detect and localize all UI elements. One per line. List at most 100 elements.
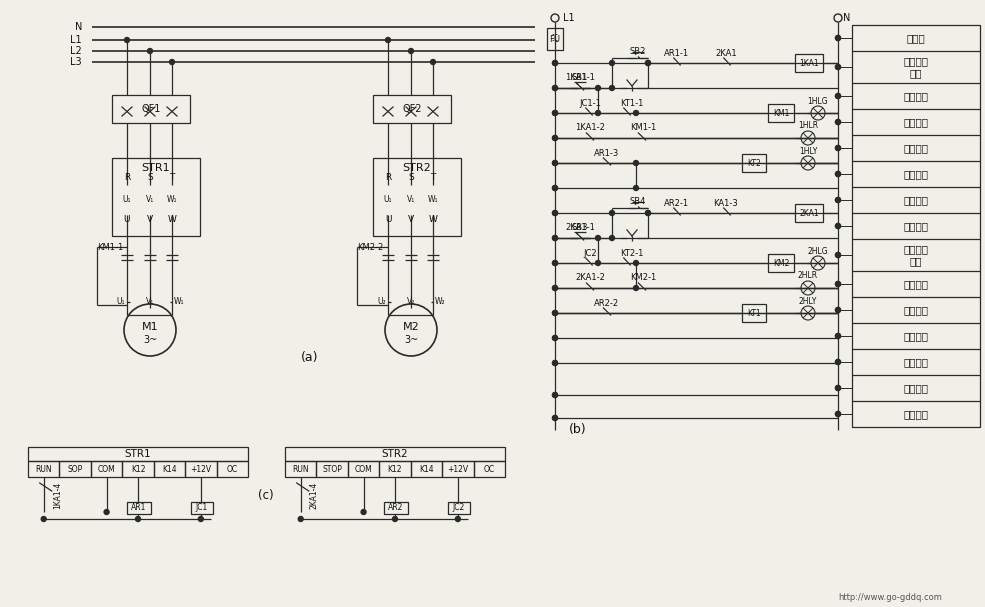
Text: U: U xyxy=(385,215,391,225)
Circle shape xyxy=(553,211,558,215)
Bar xyxy=(768,254,794,272)
Circle shape xyxy=(835,412,840,416)
Text: KT1: KT1 xyxy=(748,308,760,317)
Text: 软启动器
启动: 软启动器 启动 xyxy=(903,244,929,266)
Text: STOP: STOP xyxy=(322,464,342,473)
Bar xyxy=(547,28,563,50)
Circle shape xyxy=(835,253,840,257)
Text: SB1: SB1 xyxy=(572,73,588,83)
Circle shape xyxy=(553,416,558,421)
Text: STR1: STR1 xyxy=(125,449,152,459)
Bar xyxy=(373,95,451,123)
Text: 2KA1-4: 2KA1-4 xyxy=(309,481,319,509)
Bar xyxy=(59,461,91,477)
Circle shape xyxy=(41,517,46,521)
Circle shape xyxy=(553,416,558,421)
Text: S: S xyxy=(408,174,414,183)
Circle shape xyxy=(553,160,558,166)
Circle shape xyxy=(553,61,558,66)
Circle shape xyxy=(835,172,840,177)
Bar xyxy=(285,461,316,477)
Text: AR1-1: AR1-1 xyxy=(664,49,689,58)
Text: 软启动器
启动: 软启动器 启动 xyxy=(903,56,929,78)
Text: U₁: U₁ xyxy=(123,195,131,205)
Text: QF1: QF1 xyxy=(141,104,161,114)
Bar xyxy=(122,461,154,477)
Text: 备用自投: 备用自投 xyxy=(903,91,929,101)
Circle shape xyxy=(553,110,558,115)
Bar xyxy=(316,461,348,477)
Circle shape xyxy=(553,110,558,115)
Circle shape xyxy=(553,260,558,265)
Circle shape xyxy=(835,308,840,313)
Text: 1KA1-4: 1KA1-4 xyxy=(53,481,62,509)
Circle shape xyxy=(385,38,390,42)
Text: (c): (c) xyxy=(258,489,274,501)
Text: L3: L3 xyxy=(70,57,82,67)
Circle shape xyxy=(298,517,303,521)
Circle shape xyxy=(835,146,840,151)
Text: 运行指示: 运行指示 xyxy=(903,143,929,153)
Circle shape xyxy=(835,93,840,98)
Text: FU: FU xyxy=(550,35,560,44)
Circle shape xyxy=(553,336,558,341)
Text: JC2: JC2 xyxy=(453,503,465,512)
Bar xyxy=(285,447,505,461)
Circle shape xyxy=(553,285,558,291)
Text: 1HLG: 1HLG xyxy=(808,97,828,106)
Circle shape xyxy=(835,253,840,257)
Circle shape xyxy=(610,236,615,240)
Text: L1: L1 xyxy=(70,35,82,45)
Circle shape xyxy=(835,359,840,364)
Circle shape xyxy=(645,61,650,66)
Text: R: R xyxy=(385,174,391,183)
Circle shape xyxy=(610,211,615,215)
Text: W₁: W₁ xyxy=(427,195,438,205)
Text: KT1-1: KT1-1 xyxy=(621,98,643,107)
Circle shape xyxy=(124,38,129,42)
Text: OC: OC xyxy=(227,464,237,473)
Bar xyxy=(217,461,248,477)
Circle shape xyxy=(361,509,366,515)
Text: 3~: 3~ xyxy=(404,335,418,345)
Circle shape xyxy=(835,282,840,287)
Text: V₂: V₂ xyxy=(407,297,416,307)
Text: http://www.go-gddq.com: http://www.go-gddq.com xyxy=(838,592,942,602)
Bar xyxy=(852,25,980,427)
Text: 备用自投: 备用自投 xyxy=(903,279,929,289)
Text: 2HLG: 2HLG xyxy=(808,246,828,256)
Text: STR2: STR2 xyxy=(403,163,431,173)
Circle shape xyxy=(553,236,558,240)
Text: W₁: W₁ xyxy=(166,195,177,205)
Text: 故障延时: 故障延时 xyxy=(903,383,929,393)
Text: COM: COM xyxy=(98,464,115,473)
Text: JC1: JC1 xyxy=(196,503,208,512)
Bar xyxy=(112,95,190,123)
Circle shape xyxy=(610,86,615,90)
Text: KA1-3: KA1-3 xyxy=(713,198,739,208)
Circle shape xyxy=(553,86,558,90)
Bar xyxy=(474,461,505,477)
Circle shape xyxy=(645,61,650,66)
Circle shape xyxy=(553,211,558,215)
Circle shape xyxy=(835,64,840,69)
Circle shape xyxy=(835,120,840,124)
Text: L1: L1 xyxy=(563,13,574,23)
Text: U₁: U₁ xyxy=(116,297,125,307)
Text: 1KA1-1: 1KA1-1 xyxy=(565,73,595,83)
Text: U: U xyxy=(124,215,130,225)
Circle shape xyxy=(104,509,109,515)
Circle shape xyxy=(596,236,601,240)
Text: W₁: W₁ xyxy=(174,297,184,307)
Bar xyxy=(191,502,213,514)
Text: M1: M1 xyxy=(142,322,159,332)
Circle shape xyxy=(553,61,558,66)
Text: RUN: RUN xyxy=(35,464,52,473)
Bar xyxy=(154,461,185,477)
Text: K14: K14 xyxy=(419,464,433,473)
Text: 停止指示: 停止指示 xyxy=(903,357,929,367)
Text: V₁: V₁ xyxy=(146,195,154,205)
Circle shape xyxy=(835,93,840,98)
Circle shape xyxy=(169,59,174,64)
Bar xyxy=(384,502,408,514)
